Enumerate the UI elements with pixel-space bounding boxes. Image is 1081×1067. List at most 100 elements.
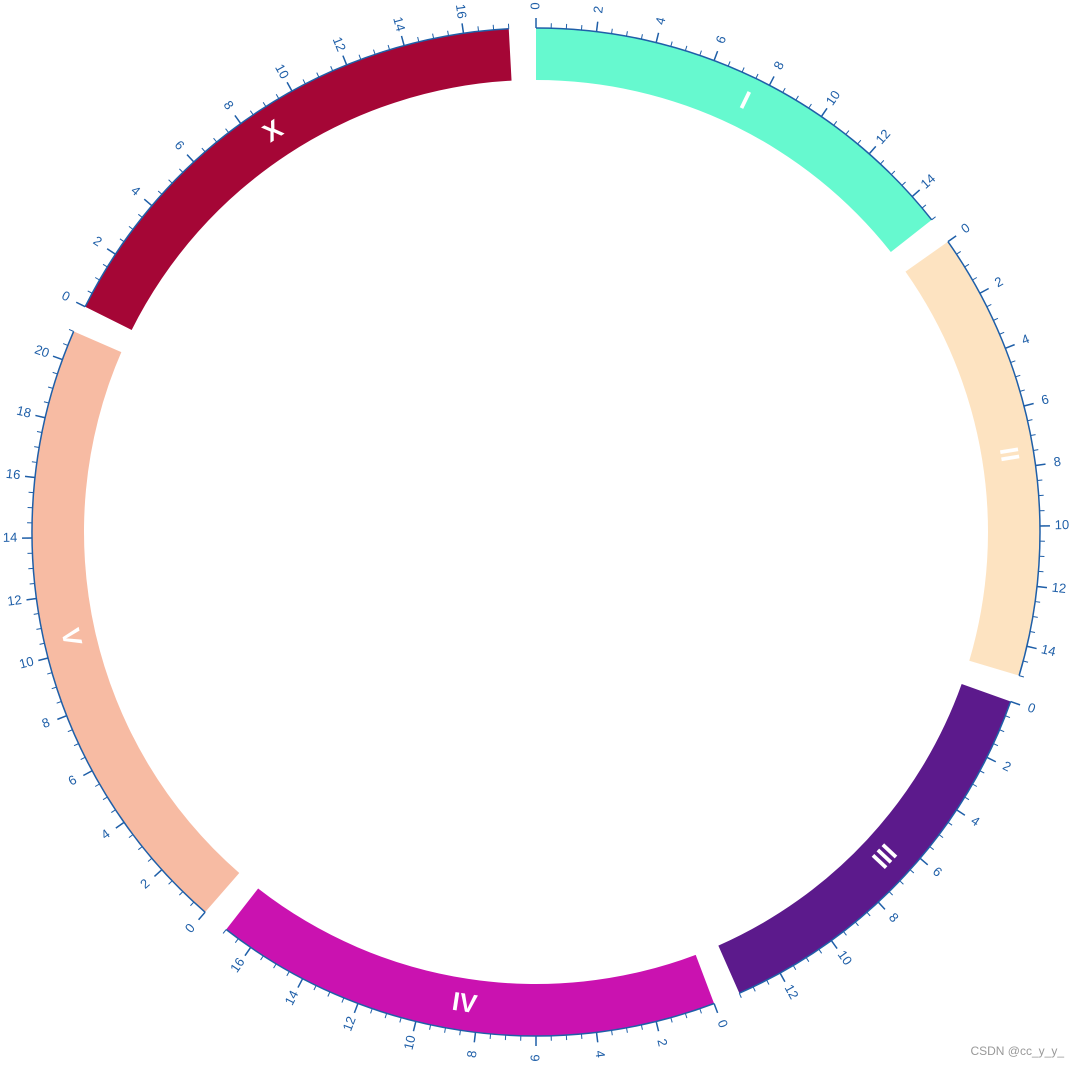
- tick-label: 14: [281, 988, 301, 1008]
- major-tick: [655, 32, 660, 43]
- major-tick: [1035, 463, 1046, 467]
- tick-label: 4: [592, 1050, 608, 1059]
- minor-tick: [52, 371, 58, 375]
- minor-tick: [640, 1024, 643, 1030]
- minor-tick: [626, 31, 628, 37]
- axis-line: [739, 701, 1012, 994]
- minor-tick: [993, 743, 999, 747]
- minor-tick: [931, 216, 936, 221]
- minor-tick: [102, 263, 108, 268]
- minor-tick: [1023, 660, 1029, 663]
- minor-tick: [477, 26, 480, 32]
- tick-label: 14: [390, 15, 408, 33]
- minor-tick: [275, 94, 280, 99]
- tick-label: 8: [464, 1050, 480, 1059]
- minor-tick: [313, 985, 317, 991]
- minor-tick: [699, 1008, 702, 1014]
- axis-line: [225, 928, 715, 1037]
- tick-label: 20: [33, 342, 52, 361]
- major-tick: [830, 940, 838, 950]
- major-tick: [75, 301, 86, 308]
- minor-tick: [36, 431, 43, 434]
- axis-line: [947, 241, 1041, 676]
- minor-tick: [1010, 360, 1016, 363]
- minor-tick: [999, 729, 1005, 733]
- minor-tick: [964, 263, 970, 268]
- segment-arc: [85, 28, 512, 330]
- minor-tick: [138, 213, 143, 218]
- major-tick: [35, 414, 46, 419]
- tick-label: 8: [1053, 454, 1062, 470]
- minor-tick: [190, 901, 195, 907]
- major-tick: [595, 1032, 599, 1043]
- minor-tick: [795, 95, 799, 101]
- minor-tick: [370, 1008, 373, 1014]
- minor-tick: [1030, 434, 1036, 437]
- tick-label: 14: [3, 530, 18, 545]
- minor-tick: [80, 756, 86, 760]
- major-tick: [779, 972, 786, 983]
- major-tick: [868, 145, 877, 155]
- minor-tick: [417, 36, 420, 42]
- minor-tick: [805, 957, 810, 962]
- axis-line: [535, 27, 933, 221]
- major-tick: [106, 248, 116, 255]
- minor-tick: [341, 997, 345, 1003]
- major-tick: [400, 35, 405, 46]
- major-tick: [1010, 700, 1021, 706]
- segment-label: IV: [450, 986, 479, 1019]
- major-tick: [1036, 585, 1048, 589]
- major-tick: [820, 107, 828, 117]
- major-tick: [1026, 645, 1037, 650]
- tick-label: 2: [992, 274, 1005, 291]
- major-tick: [911, 189, 921, 198]
- minor-tick: [302, 79, 306, 85]
- minor-tick: [29, 582, 35, 585]
- minor-tick: [94, 783, 100, 787]
- minor-tick: [316, 72, 320, 78]
- tick-label: 0: [715, 1018, 732, 1030]
- major-tick: [244, 947, 252, 957]
- minor-tick: [1015, 374, 1021, 378]
- major-tick: [1023, 402, 1034, 407]
- major-tick: [82, 770, 93, 777]
- minor-tick: [845, 130, 850, 135]
- minor-tick: [62, 343, 68, 346]
- tick-label: 6: [172, 137, 188, 152]
- minor-tick: [447, 30, 449, 36]
- minor-tick: [260, 955, 264, 961]
- minor-tick: [979, 770, 985, 774]
- minor-tick: [330, 66, 334, 72]
- tick-label: 2: [590, 5, 606, 14]
- tick-label: 4: [128, 183, 143, 199]
- major-tick: [153, 869, 163, 877]
- minor-tick: [880, 160, 885, 165]
- minor-tick: [938, 834, 944, 838]
- minor-tick: [36, 627, 42, 630]
- major-tick: [57, 715, 67, 721]
- minor-tick: [387, 44, 391, 50]
- minor-tick: [459, 1030, 461, 1036]
- tick-label: 10: [18, 653, 36, 671]
- minor-tick: [890, 170, 896, 175]
- minor-tick: [640, 34, 643, 40]
- segment-arc: [718, 684, 1011, 994]
- minor-tick: [1033, 449, 1039, 451]
- tick-label: 12: [873, 126, 894, 147]
- major-tick: [956, 809, 966, 816]
- tick-label: 0: [1026, 700, 1038, 717]
- minor-tick: [157, 190, 163, 195]
- major-tick: [986, 756, 997, 763]
- minor-tick: [921, 204, 927, 209]
- minor-tick: [43, 401, 49, 404]
- tick-label: 2: [137, 876, 152, 892]
- tick-label: 0: [59, 288, 72, 305]
- minor-tick: [262, 102, 267, 107]
- minor-tick: [87, 290, 93, 294]
- tick-label: 8: [40, 714, 52, 731]
- minor-tick: [738, 992, 742, 998]
- minor-tick: [373, 49, 376, 55]
- major-tick: [24, 475, 36, 479]
- minor-tick: [670, 41, 673, 47]
- minor-tick: [286, 971, 290, 977]
